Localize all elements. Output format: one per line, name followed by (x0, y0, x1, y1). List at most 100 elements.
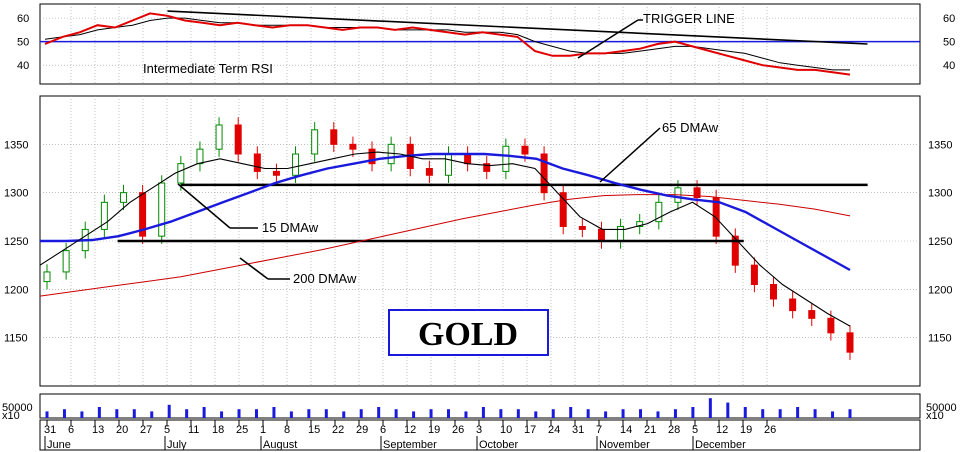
ma-200-dmaw (39, 194, 851, 297)
week-tick-label: 12 (716, 424, 728, 436)
week-tick-label: 21 (644, 424, 656, 436)
price-panel: 1150 1150 1200 1200 1250 1250 1300 1300 1350 1350… (4, 95, 952, 387)
week-tick-label: 5 (692, 424, 698, 436)
candle-body (234, 124, 242, 155)
volume-bar (447, 409, 450, 418)
candle-body (119, 192, 127, 203)
rsi-trendline (167, 10, 868, 45)
week-tick-label: 11 (188, 424, 199, 436)
volume-bar (237, 409, 241, 418)
volume-bar (708, 398, 712, 418)
volume-unit-left: x10 (2, 410, 20, 422)
week-tick-label: 25 (236, 424, 248, 436)
candle-body (387, 143, 395, 165)
candle-body (750, 264, 758, 285)
pointer-65dmaw (599, 127, 661, 183)
volume-bar (115, 409, 119, 418)
price-tick-left: 1150 (4, 333, 28, 345)
volume-tick-left: 50000 (2, 402, 33, 414)
volume-bar (726, 402, 730, 418)
candle-body (292, 153, 300, 176)
candle-body (196, 148, 204, 165)
candle-body (272, 170, 280, 176)
candle-body (253, 153, 261, 172)
candle-body (62, 250, 70, 273)
volume-bar (150, 411, 154, 418)
candle-body (540, 153, 548, 194)
volume-bar (97, 407, 101, 418)
pointer-200dmaw (239, 257, 269, 280)
candle-body (158, 182, 166, 237)
volume-bar (324, 409, 328, 418)
volume-bar (516, 409, 520, 418)
volume-bar (307, 409, 311, 418)
volume-bar (272, 407, 276, 418)
week-tick-label: 18 (212, 424, 224, 436)
gold-title: GOLD (418, 316, 518, 353)
rsi-tick-right: 50 (943, 37, 955, 49)
candle-body (368, 148, 376, 165)
volume-unit-right: x10 (926, 410, 944, 422)
candle-body (311, 129, 319, 155)
price-tick-left: 1300 (4, 188, 28, 200)
rsi-title: Intermediate Term RSI (143, 61, 273, 76)
ma-65-dmaw (40, 152, 851, 272)
week-tick-label: 31 (572, 424, 584, 436)
pointer-15dmaw (177, 183, 231, 229)
volume-bar (62, 409, 66, 418)
candle-body (846, 332, 854, 353)
volume-bar (167, 404, 171, 418)
candle-body (177, 163, 185, 184)
candle-body (330, 129, 338, 145)
week-tick-label: 1 (260, 424, 266, 436)
candle-body (636, 221, 644, 228)
month-label: October (479, 439, 518, 451)
volume-bar (254, 409, 258, 418)
week-tick-label: 14 (620, 424, 632, 436)
week-tick-label: 20 (116, 424, 128, 436)
trigger-line-label: TRIGGER LINE (643, 11, 735, 26)
volume-bar (796, 407, 800, 418)
week-tick-label: 6 (68, 424, 74, 436)
volume-bar (743, 407, 747, 418)
price-tick-right: 1150 (928, 333, 952, 345)
candle-body (100, 201, 108, 230)
volume-bar (394, 409, 398, 418)
x-axis: 31 6 13 20 27 5 11 18 25 1 8 15 22 29 6 12 19 26 3 10 17 24 31… (39, 419, 921, 451)
volume-bar (80, 411, 84, 418)
candle-body (770, 284, 778, 300)
trigger-line-pointer (577, 19, 639, 59)
volume-bar (359, 409, 363, 418)
price-tick-right: 1300 (928, 188, 952, 200)
month-label: December (695, 439, 746, 451)
week-tick-label: 26 (452, 424, 464, 436)
price-tick-right: 1200 (928, 284, 952, 296)
week-tick-label: 19 (428, 424, 440, 436)
candle-body (578, 226, 586, 230)
volume-bar (132, 409, 136, 418)
month-label: July (167, 439, 187, 451)
volume-bar (778, 409, 782, 418)
volume-bar (761, 409, 765, 418)
week-tick-label: 29 (356, 424, 368, 436)
volume-bar (464, 411, 468, 418)
volume-bar (220, 411, 224, 418)
candle-body (655, 201, 663, 223)
volume-bar (289, 411, 293, 418)
label-200dmaw: 200 DMAw (293, 271, 357, 286)
volume-bar (551, 409, 555, 418)
week-tick-label: 22 (332, 424, 344, 436)
week-tick-label: 8 (284, 424, 290, 436)
week-tick-label: 19 (740, 424, 752, 436)
gold-title-box: GOLD (388, 309, 549, 356)
price-tick-right: 1250 (928, 236, 952, 248)
volume-bar (412, 411, 416, 418)
candle-body (731, 235, 739, 266)
volume-bar (377, 407, 381, 418)
volume-bar (813, 409, 817, 418)
month-label: September (383, 439, 437, 451)
candle-body (827, 317, 835, 334)
ma-15-dmaw (39, 151, 851, 327)
rsi-panel: 40 40 50 50 60 60 Intermediate Term RSI TRIGG… (17, 3, 955, 85)
label-15dmaw: 15 DMAw (262, 220, 319, 235)
